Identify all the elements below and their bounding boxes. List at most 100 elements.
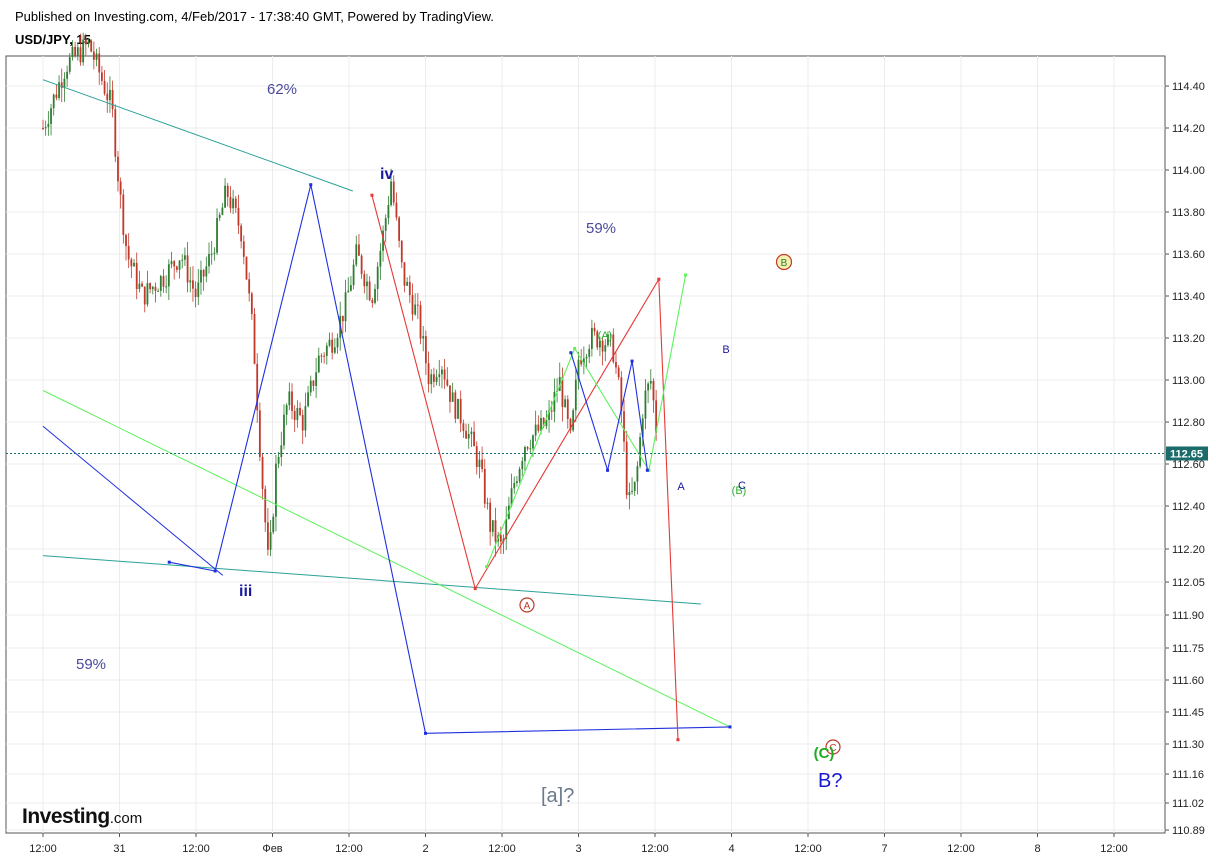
candle-body-196 [566, 399, 569, 419]
candle-body-30 [122, 194, 125, 235]
candle-body-188 [545, 419, 548, 427]
wave-node-green_main-2 [647, 468, 651, 472]
candle-body-110 [336, 337, 339, 348]
x-tick-label-11: 7 [881, 843, 887, 855]
pct-annotation-59-left: 59% [76, 656, 106, 673]
candle-body-227 [649, 380, 652, 384]
time-axis[interactable]: 12:00 31 12:00 Фев 12:00 2 12:00 3 12:00 4 12:00 7 1… [29, 833, 1128, 855]
y-tick-label-2: 114.00 [1172, 165, 1205, 177]
candlestick-series [42, 32, 658, 557]
price-axis[interactable]: 114.40 114.20 114.00 113.80 113.60 113.40 113.… [1165, 81, 1205, 837]
candle-body-15 [82, 39, 85, 63]
candle-body-131 [392, 181, 395, 203]
candle-body-99 [307, 392, 309, 407]
candle-body-93 [291, 391, 293, 411]
x-tick-label-5: 2 [422, 843, 428, 855]
candle-body-127 [382, 230, 384, 251]
trend-lines [42, 79, 731, 728]
candle-body-85 [269, 532, 272, 550]
candle-body-95 [296, 407, 299, 420]
pct-annotation-62: 62% [267, 81, 297, 98]
candle-body-224 [641, 418, 644, 438]
candle-body-74 [240, 225, 243, 242]
wave-label-bracket-a: [a]? [541, 785, 574, 807]
candle-body-211 [607, 334, 609, 346]
wave-red_main [371, 195, 679, 740]
candle-body-26 [111, 89, 114, 110]
candle-body-17 [87, 40, 90, 45]
candle-body-213 [612, 334, 615, 362]
candle-body-187 [542, 417, 545, 427]
circle-label-B: B [775, 253, 793, 271]
circle-label-A: A [519, 597, 535, 613]
y-tick-label-19: 111.02 [1172, 798, 1204, 810]
candle-body-189 [548, 410, 550, 420]
candle-body-219 [628, 492, 631, 496]
candle-body-182 [529, 448, 532, 450]
candle-body-150 [443, 369, 446, 380]
candle-body-132 [395, 202, 398, 218]
candle-body-91 [285, 405, 288, 415]
candle-body-104 [320, 355, 323, 357]
candle-body-169 [494, 520, 497, 542]
circle-A-text: A [524, 601, 531, 612]
x-tick-label-9: 4 [728, 843, 734, 855]
investing-logo: Investing.com [22, 805, 142, 829]
wave-label-iv: iv [380, 166, 393, 183]
candle-body-53 [184, 255, 186, 260]
candle-body-167 [489, 502, 492, 532]
candle-body-70 [229, 196, 232, 209]
x-tick-label-7: 3 [575, 843, 581, 855]
candle-body-66 [218, 214, 221, 219]
y-tick-label-3: 113.80 [1172, 207, 1205, 219]
x-tick-label-14: 12:00 [1100, 843, 1128, 855]
wave-node-red_main-3 [676, 738, 680, 742]
candle-body-221 [633, 481, 636, 492]
candle-body-76 [245, 256, 248, 280]
trend-line-green_lower [42, 390, 731, 728]
candle-body-13 [76, 47, 79, 56]
chart-symbol-title: USD/JPY, 15 [15, 32, 91, 47]
candle-body-46 [165, 286, 168, 288]
candle-body-106 [325, 345, 328, 356]
candle-body-117 [355, 244, 358, 265]
candle-body-193 [558, 376, 561, 392]
candle-body-206 [593, 327, 596, 332]
candle-body-152 [449, 385, 451, 402]
candle-body-18 [90, 40, 93, 52]
y-tick-label-5: 113.40 [1172, 291, 1205, 303]
candle-body-43 [157, 290, 160, 292]
candle-body-102 [315, 372, 318, 386]
candle-body-215 [617, 367, 620, 378]
candle-body-191 [553, 391, 556, 412]
candle-body-199 [574, 379, 577, 411]
candle-body-32 [127, 246, 130, 260]
candle-body-159 [467, 434, 470, 439]
candle-body-96 [299, 407, 301, 416]
candle-body-186 [540, 417, 542, 431]
x-tick-label-4: 12:00 [335, 843, 363, 855]
candle-body-108 [331, 339, 334, 353]
y-tick-label-10: 112.40 [1172, 501, 1205, 513]
candle-body-183 [532, 435, 534, 449]
candle-body-164 [481, 459, 484, 470]
candle-body-126 [379, 250, 382, 267]
candle-body-92 [288, 391, 291, 406]
candle-body-82 [261, 456, 264, 489]
circle-C-text: C [829, 743, 836, 754]
candle-body-23 [103, 80, 106, 94]
candle-body-133 [398, 217, 401, 241]
y-tick-label-6: 113.20 [1172, 333, 1205, 345]
candle-body-143 [424, 336, 427, 364]
candle-body-88 [277, 457, 280, 464]
candle-body-155 [457, 398, 459, 419]
candle-body-216 [620, 377, 623, 412]
circle-C-ring [825, 739, 841, 755]
candle-body-163 [478, 459, 481, 468]
candle-body-141 [419, 305, 422, 339]
wave-label-B: B [722, 344, 729, 356]
candle-body-39 [146, 283, 149, 305]
candle-body-229 [655, 400, 658, 434]
trend-line-blue_lower [42, 425, 224, 576]
